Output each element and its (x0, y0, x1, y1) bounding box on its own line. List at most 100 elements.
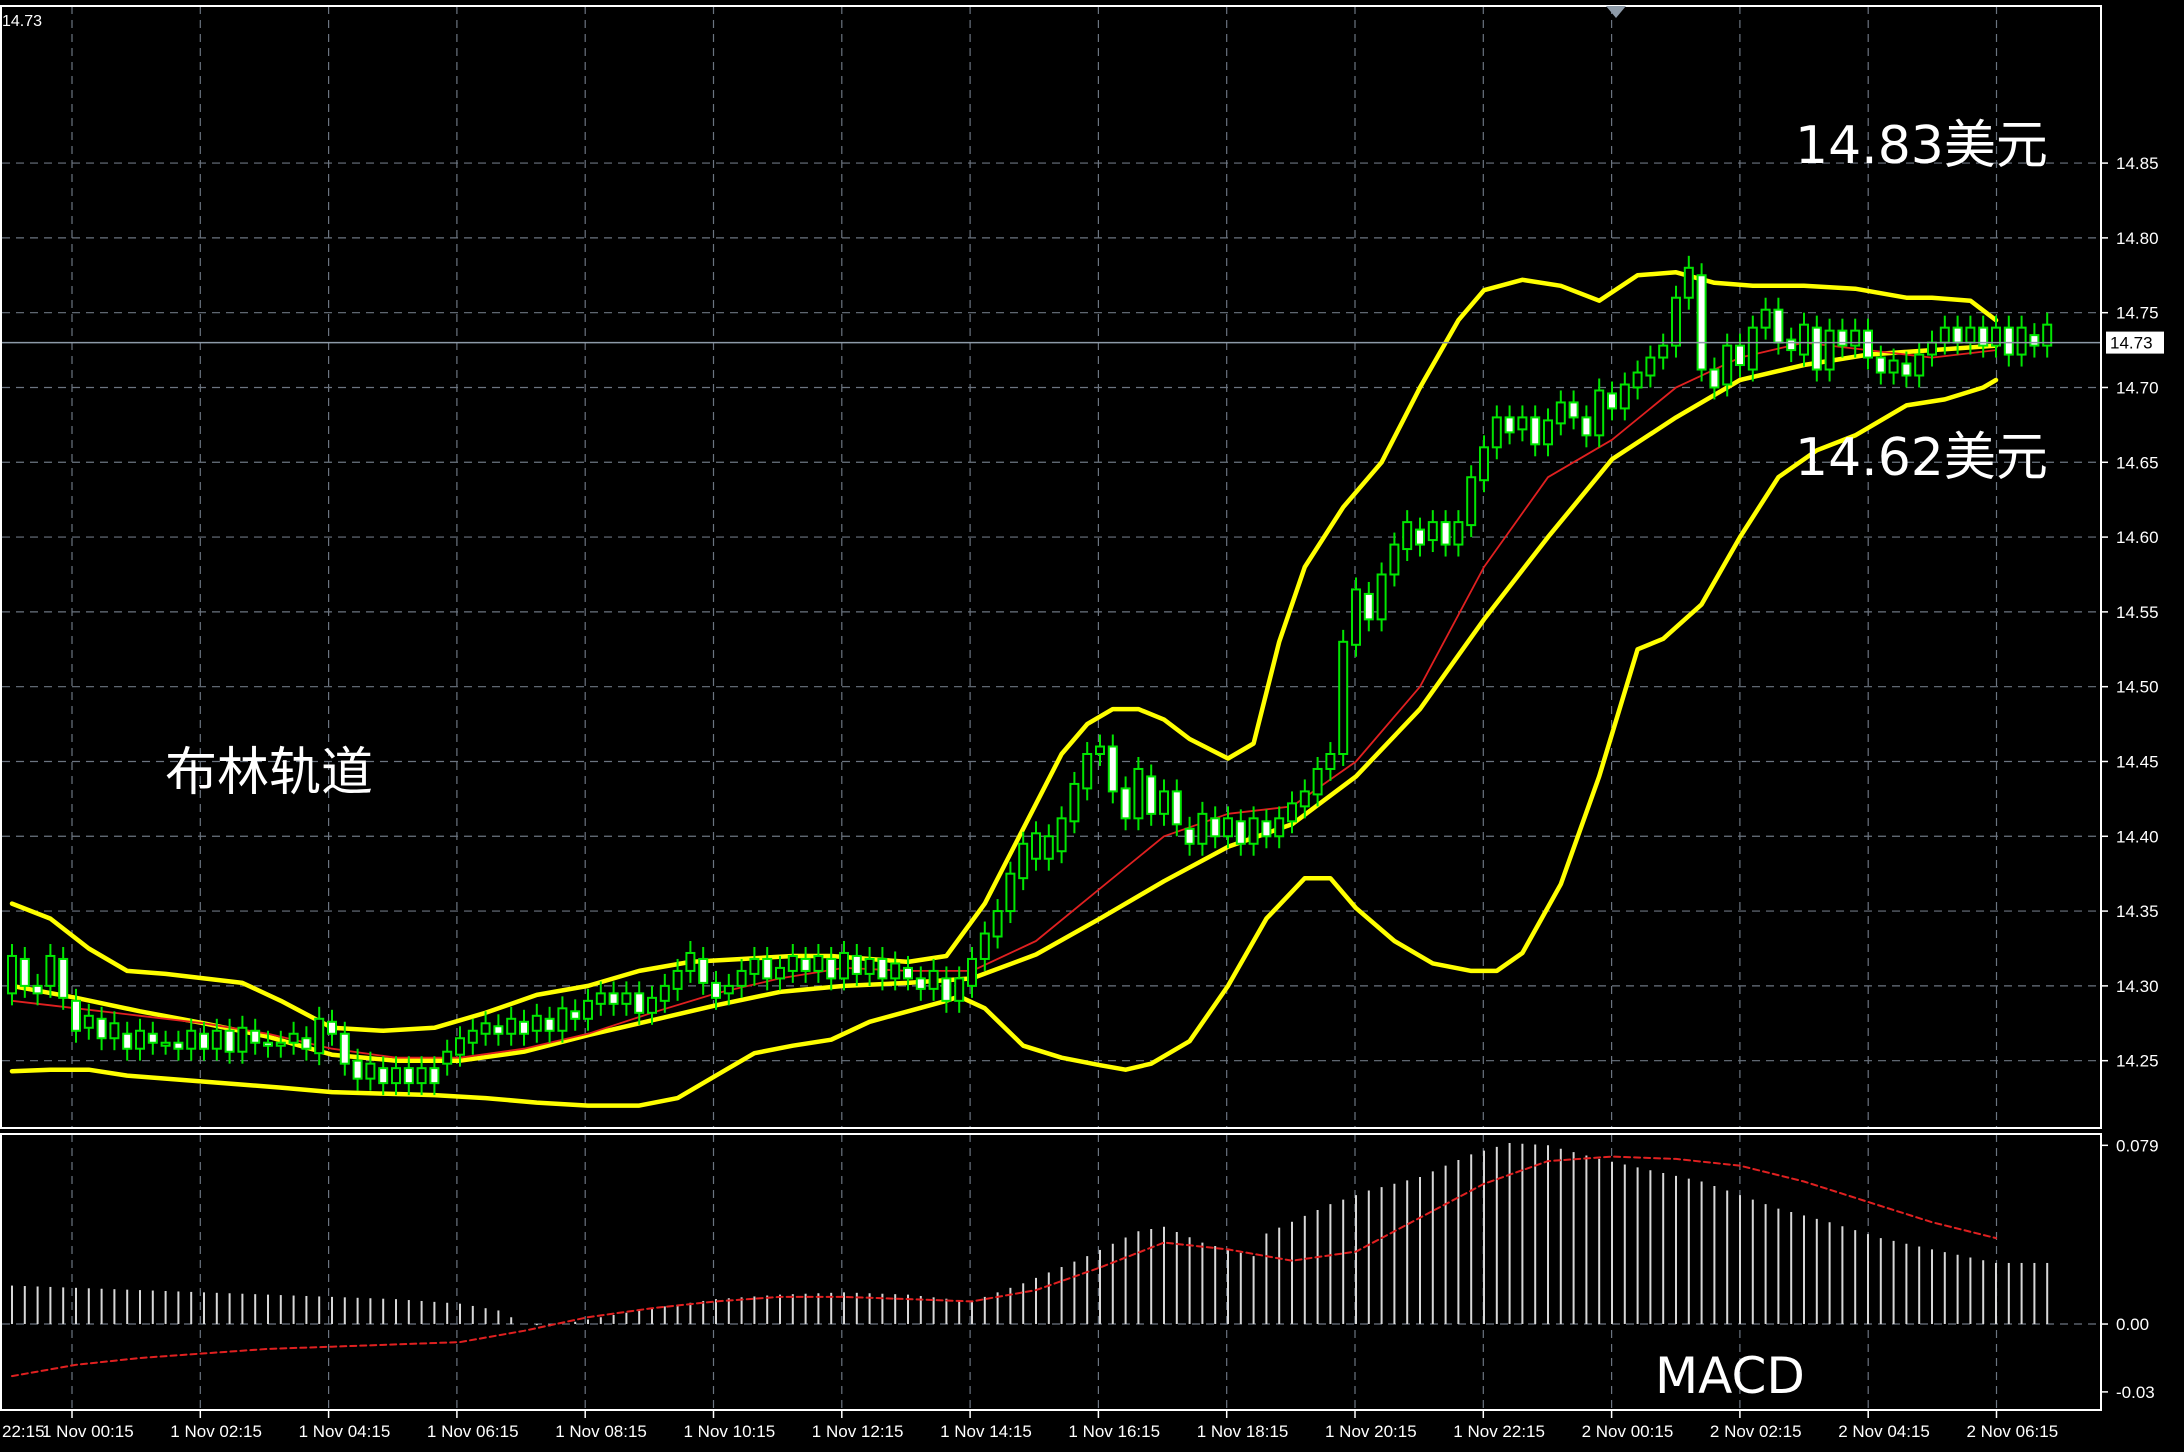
candle (1146, 764, 1157, 826)
x-tick-label: 2 Nov 06:15 (1967, 1422, 2059, 1441)
candle-body (1824, 329, 1835, 371)
candle (1427, 510, 1438, 553)
candle (263, 1030, 273, 1058)
x-tick-label: 1 Nov 06:15 (427, 1422, 519, 1441)
candle (1453, 510, 1464, 557)
candle (416, 1056, 427, 1096)
candle (199, 1021, 209, 1061)
candle (1466, 465, 1477, 538)
candle (864, 946, 875, 986)
candle-body (480, 1022, 491, 1035)
candle (723, 973, 734, 1006)
candle (2029, 323, 2040, 358)
candle (71, 988, 81, 1043)
candle (186, 1018, 197, 1061)
candle-body (1005, 872, 1016, 913)
candle-body (1773, 308, 1784, 344)
candle (275, 1030, 286, 1058)
candle-body (1287, 802, 1297, 823)
candle-body (736, 969, 747, 987)
candle (378, 1056, 389, 1096)
candle-body (1735, 344, 1745, 367)
candle-body (1581, 416, 1592, 437)
candle (877, 946, 888, 991)
candle-body (1171, 790, 1182, 826)
time-axis: 22:151 Nov 00:15 1 Nov 02:15 1 Nov 04:15 1 … (2, 1410, 2059, 1441)
candle-body (659, 984, 670, 1002)
candle-body (1811, 326, 1822, 371)
candle-body (967, 957, 977, 987)
candle (583, 988, 593, 1031)
candle (1696, 263, 1707, 382)
macd-signal-line (11, 1155, 1997, 1378)
candle-body (109, 1022, 120, 1040)
candle-body (416, 1067, 427, 1085)
candle-body (467, 1029, 478, 1044)
current-price-tag: 14.73 (2106, 331, 2164, 354)
y-tick-label: 14.80 (2116, 229, 2159, 248)
candle (1440, 510, 1451, 557)
candle-body (813, 954, 824, 972)
candle (1722, 333, 1733, 397)
candle (1491, 405, 1502, 460)
candle (1235, 809, 1246, 856)
candle-body (160, 1041, 171, 1047)
candle-body (1658, 344, 1669, 359)
candle-body (1607, 392, 1617, 410)
candle-body (429, 1067, 440, 1085)
candle-body (519, 1020, 529, 1035)
candle (1248, 806, 1259, 856)
candle-body (1031, 832, 1041, 860)
candle (1619, 372, 1630, 421)
candle (2042, 312, 2053, 358)
y-tick-label: 0.00 (2116, 1315, 2149, 1334)
y-tick-label: 14.75 (2116, 304, 2159, 323)
candle-body (7, 954, 17, 995)
candle-body (941, 977, 952, 1002)
candle-body (1863, 329, 1873, 359)
candle (570, 999, 581, 1031)
candle (698, 946, 709, 995)
x-tick-label: 2 Nov 02:15 (1710, 1422, 1802, 1441)
candle-body (787, 954, 798, 972)
candle-body (1210, 817, 1221, 838)
candle (455, 1026, 465, 1067)
candle (1376, 562, 1387, 632)
candle-body (1965, 326, 1976, 344)
candle-body (147, 1032, 158, 1044)
candle-body (1299, 790, 1310, 808)
bollinger-upper-line (9, 270, 1999, 1034)
candle (339, 1021, 350, 1076)
candle (301, 1026, 312, 1061)
candle-body (1875, 356, 1886, 374)
candle (941, 966, 952, 1013)
candle-body (327, 1020, 337, 1035)
candle (1607, 381, 1617, 421)
candle-body (1901, 362, 1912, 377)
candle (173, 1030, 184, 1061)
candle (1005, 861, 1016, 924)
candle (1824, 318, 1835, 382)
candle (979, 921, 990, 971)
x-tick-label: 1 Nov 10:15 (684, 1422, 776, 1441)
candle-body (32, 984, 43, 995)
candle-body (250, 1029, 261, 1044)
candle (480, 1011, 491, 1046)
candle-body (1389, 543, 1400, 576)
candle-body (365, 1062, 376, 1080)
candle (493, 1014, 504, 1046)
candle-body (1261, 820, 1272, 838)
candle-body (135, 1029, 145, 1050)
x-tick-label: 1 Nov 08:15 (555, 1422, 647, 1441)
candle-body (19, 957, 30, 987)
candle (1914, 342, 1925, 388)
candle-body (1363, 592, 1374, 621)
candle-body (173, 1041, 184, 1050)
candle (1389, 532, 1400, 587)
y-tick-label: 14.85 (2116, 154, 2159, 173)
candle-body (800, 957, 811, 972)
candle-body (1197, 812, 1208, 845)
candle-body (570, 1010, 581, 1020)
candle-body (608, 992, 619, 1005)
candle (1530, 405, 1541, 457)
